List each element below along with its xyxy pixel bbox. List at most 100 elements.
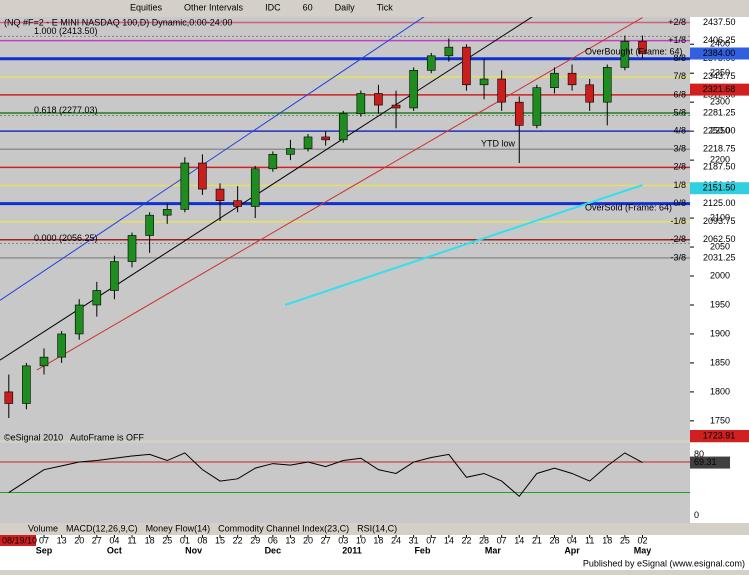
candle-body xyxy=(602,67,612,103)
start-date-box xyxy=(0,535,36,546)
level-name: 6/8 xyxy=(673,89,686,99)
x-tick-label: 07 xyxy=(497,535,507,545)
candle-body xyxy=(409,70,418,109)
candle-body xyxy=(374,93,383,106)
chart-title: (NQ #F=2 - E MINI NASDAQ 100,D) Dynamic,… xyxy=(4,17,232,27)
candle-body xyxy=(4,391,14,404)
toolbar-button[interactable]: Tick xyxy=(377,2,394,12)
candle-body xyxy=(638,41,647,54)
x-tick-label: 28 xyxy=(479,535,489,545)
candle-body xyxy=(444,46,454,57)
month-label: Sep xyxy=(36,545,53,555)
candle-body xyxy=(514,101,524,126)
level-name: -1/8 xyxy=(670,216,686,226)
rsi-tag xyxy=(690,456,730,469)
candle-body xyxy=(532,87,542,126)
level-label: 2250.00 xyxy=(703,126,736,136)
x-tick-label: 11 xyxy=(127,535,136,545)
indicator-tab[interactable]: MACD(12,26,9,C) xyxy=(66,523,138,533)
indicator-tab[interactable]: Money Flow(14) xyxy=(146,523,211,533)
y-tick-label: 1750 xyxy=(710,415,730,425)
x-tick-label: 03 xyxy=(338,535,348,545)
candle-body xyxy=(162,209,172,216)
x-tick-label: 14 xyxy=(514,535,524,545)
x-tick-label: 07 xyxy=(39,535,49,545)
candle-body xyxy=(479,78,489,86)
price-tag xyxy=(690,182,749,195)
toolbar-button[interactable]: IDC xyxy=(265,2,281,12)
level-name: 0/8 xyxy=(673,198,686,208)
toolbar-button[interactable]: 60 xyxy=(303,2,313,12)
level-label: 2062.50 xyxy=(703,234,736,244)
date-axis xyxy=(0,535,749,557)
fib-label: 1.000 (2413.50) xyxy=(34,26,98,36)
candle-body xyxy=(268,154,278,170)
y-tick-label: 1800 xyxy=(710,386,730,396)
level-name: 3/8 xyxy=(673,144,686,154)
x-tick-label: 27 xyxy=(321,535,331,545)
candle-body xyxy=(567,72,577,86)
x-tick-label: 22 xyxy=(461,535,471,545)
x-tick-label: 20 xyxy=(303,535,313,545)
candle-body xyxy=(497,78,506,103)
y-tick-label: 1950 xyxy=(710,299,730,309)
fib-label: 0.618 (2277.03) xyxy=(34,105,98,115)
level-name: 1/8 xyxy=(673,180,686,190)
x-tick-label: 29 xyxy=(250,535,260,545)
level-label: 2281.25 xyxy=(703,107,736,117)
toolbar-button[interactable]: Daily xyxy=(335,2,356,12)
x-tick-label: 24 xyxy=(391,535,401,545)
candle-body xyxy=(198,162,207,190)
y-tick-label: 2200 xyxy=(710,154,730,164)
plot xyxy=(0,17,690,418)
indicator-tab[interactable]: RSI(14,C) xyxy=(357,523,397,533)
x-tick-label: 15 xyxy=(215,535,225,545)
candle-body xyxy=(338,113,348,141)
footer: Published by eSignal (www.esignal.com) xyxy=(583,558,745,568)
trendline xyxy=(284,184,643,306)
candle-body xyxy=(321,136,330,141)
level-name: +1/8 xyxy=(668,35,686,45)
candle-body xyxy=(39,356,49,367)
price-tag xyxy=(690,429,749,442)
trendline xyxy=(0,17,425,301)
x-tick-label: 13 xyxy=(285,535,295,545)
y-tick-label: 2350 xyxy=(710,68,730,78)
y-tick-label: 2000 xyxy=(710,270,730,280)
level-label: 2093.75 xyxy=(703,216,736,226)
x-tick-label: 06 xyxy=(268,535,278,545)
candle-body xyxy=(391,104,401,109)
candle-body xyxy=(462,46,471,86)
toolbar-button[interactable]: Equities xyxy=(130,2,163,12)
candle-body xyxy=(110,261,119,291)
price-pane xyxy=(0,17,690,440)
y-tick-label: 1900 xyxy=(710,328,730,338)
y-tick-label: 1850 xyxy=(710,357,730,367)
candle-body xyxy=(426,55,436,71)
rsi-pane xyxy=(0,443,690,523)
candle-body xyxy=(286,148,295,155)
annotation: AutoFrame is OFF xyxy=(70,432,145,442)
candle-body xyxy=(57,333,66,358)
candle-body xyxy=(620,41,630,68)
indicator-tab[interactable]: Volume xyxy=(28,523,58,533)
annotation: OverSold (Frame: 64) xyxy=(585,202,672,212)
x-tick-label: 25 xyxy=(162,535,172,545)
candle-body xyxy=(74,304,84,335)
indicator-tab[interactable]: Commodity Channel Index(23,C) xyxy=(218,523,349,533)
rsi-line xyxy=(8,452,643,498)
price-tag-label: 2321.68 xyxy=(703,84,736,94)
candle-body xyxy=(180,162,190,210)
toolbar-button[interactable]: Other Intervals xyxy=(184,2,244,12)
y-tick-label: 2250 xyxy=(710,126,730,136)
level-label: 2343.75 xyxy=(703,71,736,81)
price-tag-label: 1723.91 xyxy=(703,430,736,440)
candle-body xyxy=(22,365,31,404)
level-name: 8/8 xyxy=(673,53,686,63)
x-tick-label: 04 xyxy=(109,535,119,545)
level-name: 2/8 xyxy=(673,162,686,172)
level-name: 4/8 xyxy=(673,126,686,136)
x-tick-label: 10 xyxy=(356,535,366,545)
candle-body xyxy=(250,168,260,207)
x-tick-label: 07 xyxy=(426,535,436,545)
